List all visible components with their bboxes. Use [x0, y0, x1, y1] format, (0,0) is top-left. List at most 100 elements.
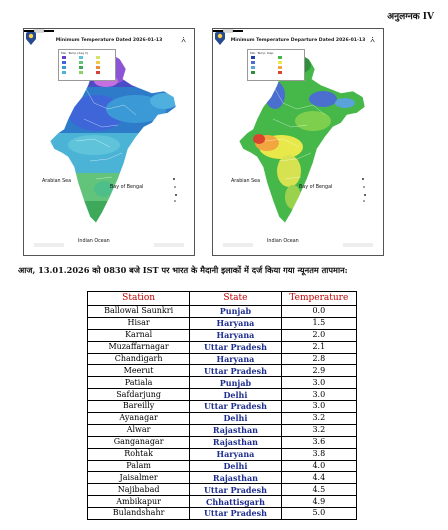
state-cell: Rajasthan — [189, 435, 282, 449]
table-row: Ambikapur Chhattisgarh 4.9 — [86, 495, 358, 509]
state-header: State — [189, 291, 282, 306]
station-cell: Rohtak — [86, 447, 191, 461]
station-cell: Karnal — [86, 328, 191, 342]
state-cell: Punjab — [189, 376, 282, 390]
bay-of-bengal-label: Bay of Bengal — [299, 185, 333, 190]
temperature-cell: 3.6 — [280, 435, 358, 449]
station-cell: Meerut — [86, 364, 191, 378]
map-title: Minimum Temperature Dated 2026-01-13 — [55, 38, 163, 43]
temperature-cell: 2.9 — [280, 364, 358, 378]
temperature-cell: 4.0 — [280, 459, 358, 473]
temperature-cell: 2.0 — [280, 328, 358, 342]
indian-ocean-label: Indian Ocean — [267, 239, 299, 244]
state-cell: Rajasthan — [189, 471, 282, 485]
temperature-cell: 3.2 — [280, 423, 358, 437]
imd-emblem — [215, 30, 225, 45]
table-heading: आज, 13.01.2026 को 0830 बजे IST पर भारत क… — [18, 265, 348, 275]
temperature-cell: 1.5 — [280, 316, 358, 330]
arabian-sea-label: Arabian Sea — [231, 179, 261, 184]
legend-title: Min. Temp (deg C) — [61, 51, 89, 55]
table-row: Jaisalmer Rajasthan 4.4 — [86, 471, 358, 485]
scale-bar — [24, 29, 54, 33]
state-cell: Chhattisgarh — [189, 495, 282, 509]
temperature-cell: 3.0 — [280, 376, 358, 390]
station-header: Station — [86, 291, 191, 306]
temperature-cell: 4.4 — [280, 471, 358, 485]
state-cell: Uttar Pradesh — [189, 483, 282, 497]
station-cell: Muzaffarnagar — [86, 340, 191, 354]
state-cell: Rajasthan — [189, 423, 282, 437]
state-cell: Uttar Pradesh — [189, 340, 282, 354]
table-row: Patiala Punjab 3.0 — [86, 376, 358, 390]
indian-ocean-label: Indian Ocean — [78, 239, 110, 244]
station-cell: Bulandshahr — [86, 507, 191, 521]
station-cell: Ballowal Saunkri — [86, 305, 191, 318]
state-cell: Delhi — [189, 459, 282, 473]
minimum-temperature-table: Station State Temperature Ballowal Saunk… — [86, 291, 358, 521]
scale-bar — [213, 29, 243, 33]
temperature-cell: 2.8 — [280, 352, 358, 366]
temperature-cell: 5.0 — [280, 507, 358, 521]
table-row: Bareilly Uttar Pradesh 3.0 — [86, 400, 358, 414]
temperature-cell: 4.9 — [280, 495, 358, 509]
state-cell: Haryana — [189, 352, 282, 366]
table-row: Rohtak Haryana 3.8 — [86, 447, 358, 461]
table-row: Najibabad Uttar Pradesh 4.5 — [86, 483, 358, 497]
temperature-cell: 4.5 — [280, 483, 358, 497]
table-header-row: Station State Temperature — [86, 291, 358, 306]
temperature-cell: 3.0 — [280, 388, 358, 402]
station-cell: Chandigarh — [86, 352, 191, 366]
table-row: Ballowal Saunkri Punjab 0.0 — [86, 305, 358, 318]
state-cell: Delhi — [189, 388, 282, 402]
station-cell: Jaisalmer — [86, 471, 191, 485]
temperature-cell: 3.8 — [280, 447, 358, 461]
map-legend: Min. Temp (deg C) — [58, 49, 116, 81]
table-row: Alwar Rajasthan 3.2 — [86, 423, 358, 437]
temperature-cell: 0.0 — [280, 305, 358, 318]
annex-label: अनुलग्नक IV — [387, 12, 434, 22]
temperature-departure-map: ⩑ Minimum Temperature Departure Dated 20… — [212, 28, 384, 256]
table-row: Muzaffarnagar Uttar Pradesh 2.1 — [86, 340, 358, 354]
station-cell: Ganganagar — [86, 435, 191, 449]
table-row: Ayanagar Delhi 3.2 — [86, 412, 358, 425]
state-cell: Haryana — [189, 447, 282, 461]
north-arrow-icon: ⩑ — [370, 35, 375, 44]
legend-title: Min. Temp. Dep. — [250, 51, 275, 55]
state-cell: Uttar Pradesh — [189, 364, 282, 378]
table-row: Bulandshahr Uttar Pradesh 5.0 — [86, 507, 358, 521]
state-cell: Uttar Pradesh — [189, 507, 282, 521]
arabian-sea-label: Arabian Sea — [42, 179, 72, 184]
table-row: Karnal Haryana 2.0 — [86, 328, 358, 342]
legend-swatches — [62, 56, 100, 74]
state-cell: Punjab — [189, 305, 282, 318]
state-cell: Haryana — [189, 328, 282, 342]
temperature-header: Temperature — [280, 291, 358, 306]
station-cell: Safdarjung — [86, 388, 191, 402]
state-cell: Uttar Pradesh — [189, 400, 282, 414]
table-row: Chandigarh Haryana 2.8 — [86, 352, 358, 366]
table-row: Safdarjung Delhi 3.0 — [86, 388, 358, 402]
minimum-temperature-map: ⩑ Minimum Temperature Dated 2026-01-13 M… — [23, 28, 195, 256]
bay-of-bengal-label: Bay of Bengal — [110, 185, 144, 190]
temperature-cell: 2.1 — [280, 340, 358, 354]
table-body: Ballowal Saunkri Punjab 0.0 Hisar Haryana 1.5… — [86, 305, 358, 521]
station-cell: Najibabad — [86, 483, 191, 497]
station-cell: Ayanagar — [86, 412, 191, 425]
station-cell: Palam — [86, 459, 191, 473]
temperature-cell: 3.2 — [280, 412, 358, 425]
table-row: Meerut Uttar Pradesh 2.9 — [86, 364, 358, 378]
table-row: Palam Delhi 4.0 — [86, 459, 358, 473]
station-cell: Hisar — [86, 316, 191, 330]
station-cell: Bareilly — [86, 400, 191, 414]
legend-swatches — [251, 56, 282, 74]
station-cell: Ambikapur — [86, 495, 191, 509]
imd-emblem — [26, 30, 36, 45]
temperature-cell: 3.0 — [280, 400, 358, 414]
state-cell: Delhi — [189, 412, 282, 425]
state-cell: Haryana — [189, 316, 282, 330]
north-arrow-icon: ⩑ — [181, 35, 186, 44]
table-row: Hisar Haryana 1.5 — [86, 316, 358, 330]
map-title: Minimum Temperature Departure Dated 2026… — [230, 38, 366, 43]
station-cell: Alwar — [86, 423, 191, 437]
station-cell: Patiala — [86, 376, 191, 390]
